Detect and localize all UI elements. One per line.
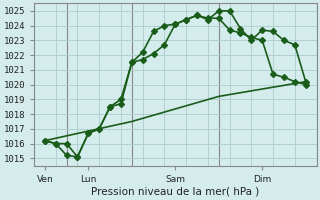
X-axis label: Pression niveau de la mer( hPa ): Pression niveau de la mer( hPa )	[91, 187, 260, 197]
